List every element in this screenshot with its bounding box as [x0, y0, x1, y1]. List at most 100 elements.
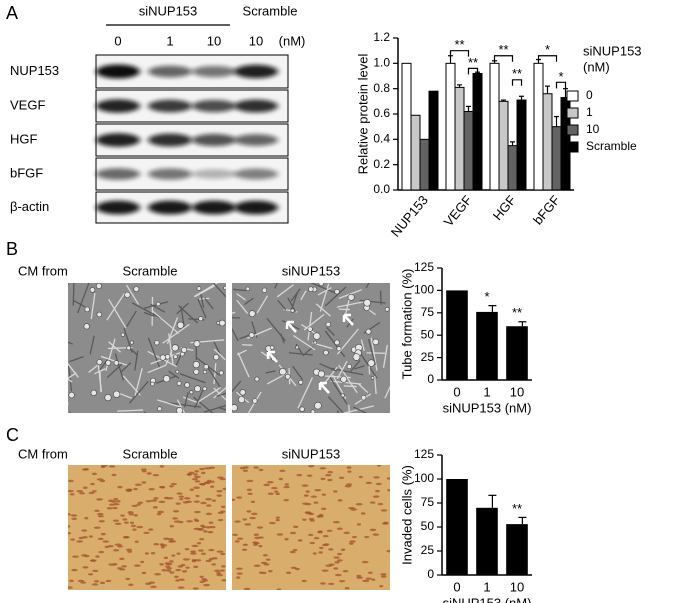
invaded-cell: [365, 481, 373, 485]
cell-strand: [122, 375, 141, 396]
cell: [163, 375, 171, 383]
lane-label: 10: [207, 33, 221, 48]
invaded-cell: [202, 530, 208, 533]
invaded-cell: [146, 472, 152, 475]
blot-band: [148, 133, 192, 147]
invaded-cell: [320, 477, 326, 481]
invaded-cell: [169, 571, 175, 574]
y-tick-label: 0.4: [373, 132, 390, 146]
significance-label: *: [484, 289, 489, 304]
cell-strand: [213, 348, 226, 361]
cell-strand: [200, 294, 205, 308]
invaded-cell: [116, 500, 121, 503]
x-axis-label: siNUP153 (nM): [443, 400, 532, 415]
invaded-cell: [278, 477, 283, 481]
cell: [248, 310, 256, 318]
invaded-cell: [219, 477, 226, 481]
cell-strand: [213, 386, 226, 399]
micrograph-label: Scramble: [123, 263, 178, 278]
y-tick-label: 0.6: [373, 106, 390, 120]
invaded-cell: [158, 500, 166, 504]
legend-title: (nM): [583, 59, 610, 74]
invaded-cell: [346, 466, 352, 469]
invaded-cell: [258, 571, 264, 574]
cell-strand: [114, 353, 125, 381]
cell-strand: [233, 288, 247, 292]
bar: [506, 524, 528, 575]
invaded-cell: [100, 532, 106, 536]
significance-bracket: [493, 55, 514, 62]
significance-bracket: [449, 50, 470, 57]
invaded-cell: [284, 483, 290, 486]
cell-strand: [157, 399, 182, 408]
cell: [192, 361, 200, 369]
invaded-cell: [94, 509, 100, 513]
invaded-cell: [284, 538, 289, 541]
cell: [370, 376, 375, 380]
cell: [96, 311, 102, 318]
cell-strand: [197, 386, 222, 403]
bar: [498, 100, 509, 191]
blot-band: [148, 99, 192, 113]
cell-strand: [343, 385, 357, 388]
invaded-cell: [100, 465, 106, 469]
invaded-cell: [333, 567, 339, 570]
invaded-cell: [194, 475, 201, 479]
invaded-cell: [182, 501, 189, 504]
x-tick-label: HGF: [490, 192, 519, 223]
micrograph-prefix: CM from: [18, 263, 68, 278]
cell: [299, 406, 305, 412]
invaded-cell: [275, 492, 281, 496]
invaded-cell: [182, 570, 188, 573]
invaded-cell: [309, 541, 316, 545]
cell: [154, 340, 160, 346]
cell-strand: [319, 362, 338, 372]
micrograph: [68, 283, 226, 413]
invaded-cell: [160, 546, 165, 549]
invaded-cell: [125, 548, 133, 551]
cell-strand: [213, 283, 226, 298]
cell: [171, 344, 179, 352]
significance-label: **: [512, 305, 522, 320]
invaded-cell: [376, 465, 382, 467]
invaded-cell: [159, 563, 164, 566]
cell-strand: [69, 356, 84, 363]
legend-label: 0: [586, 88, 593, 102]
invaded-cell: [267, 481, 274, 484]
invaded-cell: [318, 551, 323, 554]
invaded-cell: [191, 544, 199, 548]
invaded-cell: [178, 578, 185, 581]
cell: [372, 338, 379, 346]
invaded-cell: [199, 467, 206, 471]
cell-strand: [276, 284, 294, 298]
invaded-cell: [262, 554, 268, 557]
invaded-cell: [165, 565, 171, 568]
x-tick-label: 0: [453, 579, 460, 594]
cell-strand: [147, 364, 167, 374]
invaded-cell: [169, 560, 174, 563]
invaded-cell: [82, 566, 89, 569]
cell-strand: [72, 283, 75, 306]
invaded-cell: [188, 471, 195, 475]
invaded-cell: [292, 548, 298, 552]
cell-strand: [125, 284, 140, 305]
invaded-cell: [91, 583, 99, 586]
cell: [159, 354, 166, 361]
invaded-cell: [93, 580, 100, 583]
invaded-cell: [68, 525, 71, 528]
cell: [223, 285, 226, 290]
invaded-cell: [246, 510, 252, 513]
invaded-cell: [114, 522, 122, 526]
invaded-cell: [163, 496, 169, 500]
invaded-cell: [289, 531, 297, 535]
cell: [314, 401, 322, 410]
invaded-cell: [193, 486, 200, 489]
significance-label: **: [454, 37, 464, 52]
invaded-cell: [209, 525, 216, 529]
x-tick-label: 10: [510, 384, 524, 399]
lane-label: 1: [166, 33, 173, 48]
invaded-cell: [375, 489, 380, 493]
invaded-cell: [108, 499, 114, 502]
x-tick-label: 1: [483, 579, 490, 594]
invaded-cell: [150, 585, 157, 589]
